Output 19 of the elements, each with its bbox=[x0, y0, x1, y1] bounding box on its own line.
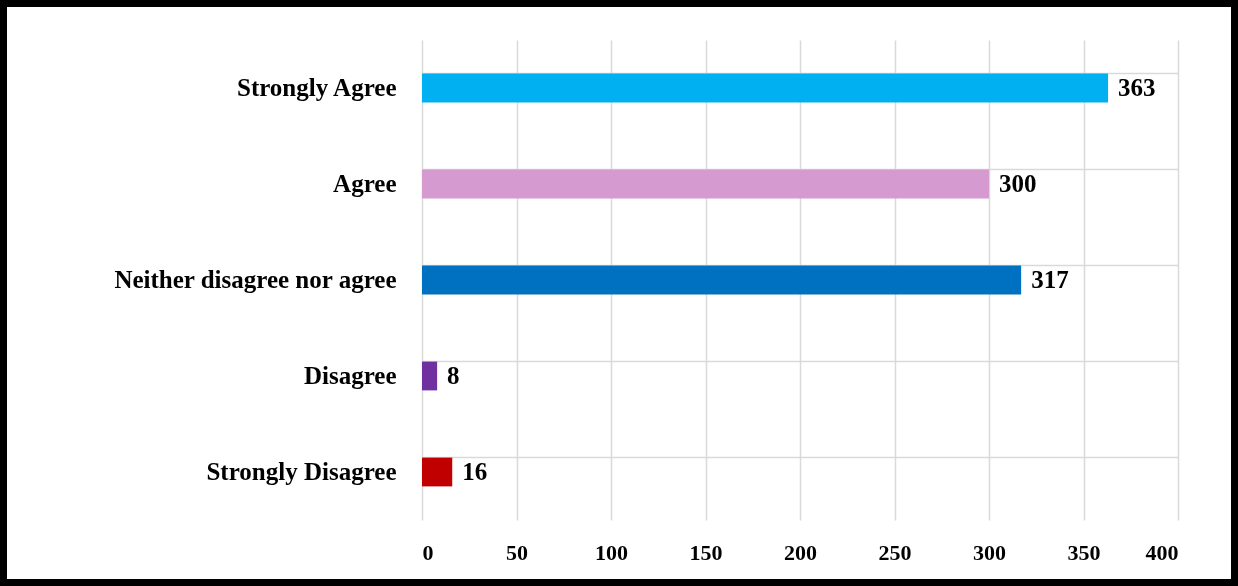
data-label: 317 bbox=[1031, 266, 1069, 293]
x-tick-label: 150 bbox=[689, 539, 723, 565]
x-tick-label: 400 bbox=[1145, 539, 1179, 565]
y-tick-label: Neither disagree nor agree bbox=[114, 266, 397, 293]
data-label: 16 bbox=[462, 458, 488, 485]
data-label: 300 bbox=[999, 170, 1037, 197]
x-tick-label: 0 bbox=[422, 539, 434, 565]
x-tick-label: 350 bbox=[1067, 539, 1101, 565]
x-tick-label: 200 bbox=[784, 539, 817, 565]
data-label: 363 bbox=[1118, 74, 1156, 101]
data-label: 8 bbox=[447, 362, 460, 389]
x-tick-label: 100 bbox=[595, 539, 628, 565]
y-tick-label: Strongly Disagree bbox=[206, 458, 397, 485]
x-tick-label: 250 bbox=[878, 539, 912, 565]
y-tick-label: Strongly Agree bbox=[237, 74, 397, 101]
y-tick-label: Agree bbox=[333, 170, 397, 197]
x-tick-label: 300 bbox=[973, 539, 1006, 565]
y-tick-label: Disagree bbox=[303, 362, 397, 389]
x-tick-label: 50 bbox=[506, 539, 528, 565]
